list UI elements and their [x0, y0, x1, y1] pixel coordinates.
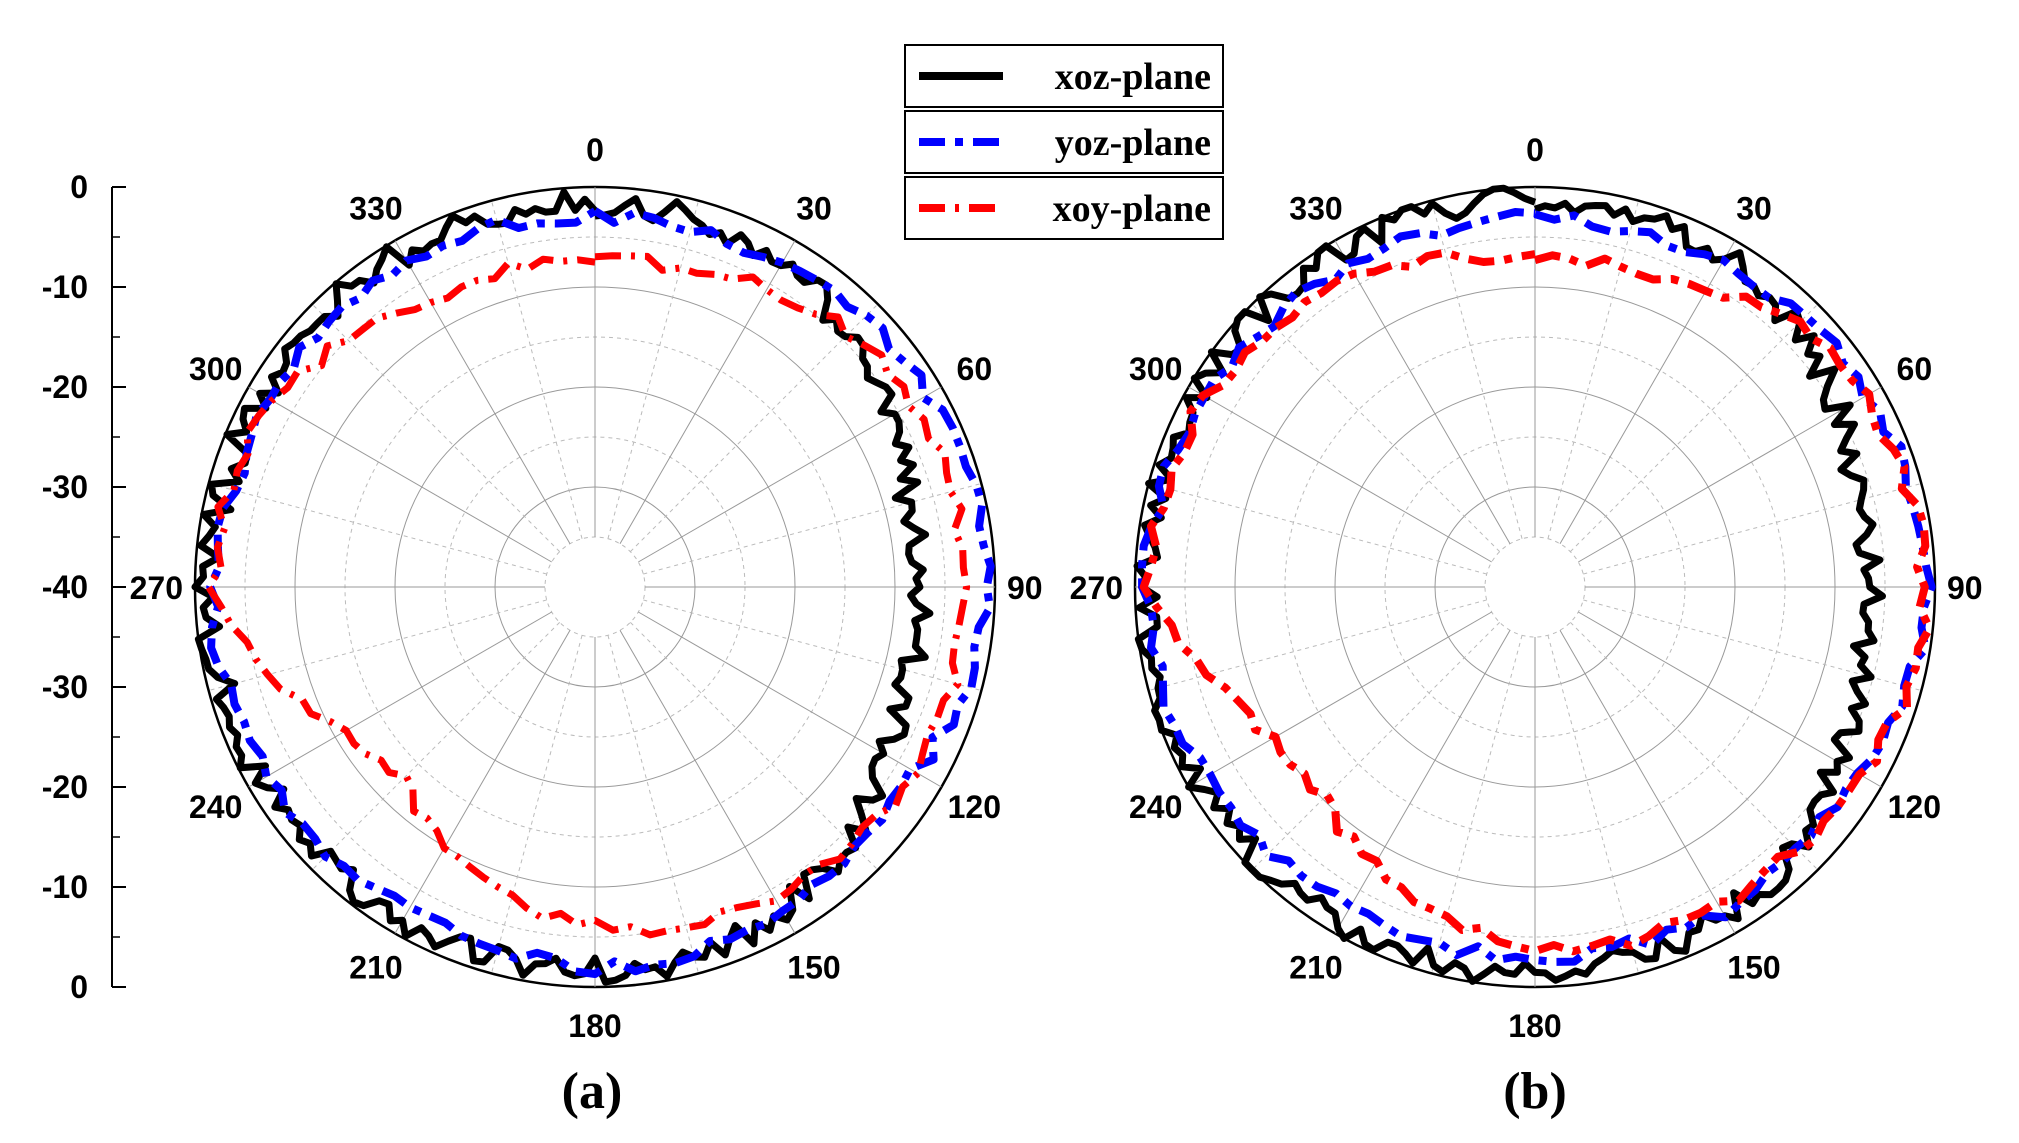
- grid-spoke: [1547, 635, 1640, 974]
- angle-tick-label: 0: [586, 132, 604, 168]
- grid-spoke: [1251, 303, 1500, 552]
- grid-spoke: [208, 482, 547, 575]
- grid-spoke: [1559, 630, 1736, 934]
- grid-spoke: [1148, 482, 1487, 575]
- grid-spoke: [643, 482, 982, 575]
- grid-spoke: [490, 200, 583, 539]
- grid-spoke: [248, 386, 552, 563]
- grid-spoke: [607, 635, 700, 974]
- grid-spoke: [1578, 611, 1882, 788]
- angle-tick-label: 180: [568, 1008, 621, 1044]
- angle-tick-label: 60: [1897, 351, 1933, 387]
- scale-tick-label: 0: [70, 169, 88, 205]
- grid-spoke: [1578, 386, 1882, 563]
- legend: xoz-plane yoz-plane xoy-plane: [904, 44, 1224, 240]
- grid-spoke: [638, 611, 942, 788]
- radial-scale-axis: 0 -10 -20 -30 -40 -30 -20 -10 0: [42, 169, 126, 1005]
- scale-tick-label: -20: [42, 369, 88, 405]
- angle-tick-label: 270: [130, 570, 183, 606]
- angle-tick-label: 330: [1289, 191, 1342, 227]
- grid-ring: [544, 536, 646, 638]
- grid-spoke: [1188, 611, 1492, 788]
- scale-tick-label: -30: [42, 669, 88, 705]
- polar-plot-b: 0 30 60 90 120 150 180 210 240 270 300 330: [1070, 132, 1983, 1044]
- grid-spoke: [619, 630, 796, 934]
- scale-tick-label: 0: [70, 969, 88, 1005]
- scale-tick-label: -10: [42, 869, 88, 905]
- angle-tick-label: 60: [957, 351, 993, 387]
- legend-label-xoy-plane: xoy-plane: [1053, 188, 1211, 230]
- caption-a: (a): [562, 1063, 623, 1120]
- legend-label-xoz-plane: xoz-plane: [1055, 56, 1211, 98]
- angle-tick-label: 120: [1888, 789, 1941, 825]
- angle-tick-label: 0: [1526, 132, 1544, 168]
- grid-spoke: [1148, 599, 1487, 692]
- scale-tick-label: -40: [42, 569, 88, 605]
- grid-spoke: [1334, 630, 1511, 934]
- grid-spoke: [311, 622, 560, 871]
- grid-spoke: [1188, 386, 1492, 563]
- angle-tick-label: 300: [1129, 351, 1182, 387]
- series-line-yoz-plane: [206, 207, 995, 978]
- scale-tick-label: -20: [42, 769, 88, 805]
- grid-spoke: [248, 611, 552, 788]
- grid-spoke: [607, 200, 700, 539]
- scale-tick-label: -10: [42, 269, 88, 305]
- angle-tick-label: 90: [1947, 570, 1983, 606]
- angle-tick-label: 300: [189, 351, 242, 387]
- series-line-xoz-plane: [191, 188, 934, 986]
- grid-spoke: [1430, 635, 1523, 974]
- grid-spoke: [1334, 240, 1511, 544]
- angle-tick-label: 90: [1007, 570, 1043, 606]
- angle-tick-label: 270: [1070, 570, 1123, 606]
- series-line-xoy-plane: [1139, 248, 1934, 956]
- angle-tick-label: 150: [1727, 949, 1780, 985]
- grid-spoke: [311, 303, 560, 552]
- caption-b: (b): [1503, 1063, 1567, 1120]
- angle-tick-label: 150: [787, 949, 840, 985]
- grid-spoke: [630, 622, 879, 871]
- grid-spoke: [1570, 622, 1819, 871]
- grid-spoke: [643, 599, 982, 692]
- angle-tick-label: 30: [796, 191, 832, 227]
- grid-spoke: [1570, 303, 1819, 552]
- grid-spoke: [1547, 200, 1640, 539]
- grid-spoke: [1251, 622, 1500, 871]
- grid-spoke: [619, 240, 796, 544]
- angle-tick-label: 120: [948, 789, 1001, 825]
- grid-ring: [1484, 536, 1586, 638]
- grid-spoke: [490, 635, 583, 974]
- angle-tick-label: 330: [349, 191, 402, 227]
- scale-tick-label: -30: [42, 469, 88, 505]
- grid-spoke: [630, 303, 879, 552]
- grid-spoke: [1430, 200, 1523, 539]
- angle-tick-label: 210: [1289, 949, 1342, 985]
- grid-spoke: [394, 240, 571, 544]
- angle-tick-label: 30: [1736, 191, 1772, 227]
- legend-label-yoz-plane: yoz-plane: [1055, 122, 1211, 164]
- angle-tick-label: 240: [189, 789, 242, 825]
- polar-plot-a: 0 30 60 90 120 150 180 210 240 270 300 330: [130, 132, 1043, 1044]
- grid-spoke: [1559, 240, 1736, 544]
- grid-spoke: [208, 599, 547, 692]
- angle-tick-label: 240: [1129, 789, 1182, 825]
- angle-tick-label: 210: [349, 949, 402, 985]
- grid-spoke: [394, 630, 571, 934]
- series-line-xoy-plane: [205, 252, 971, 939]
- angle-tick-label: 180: [1508, 1008, 1561, 1044]
